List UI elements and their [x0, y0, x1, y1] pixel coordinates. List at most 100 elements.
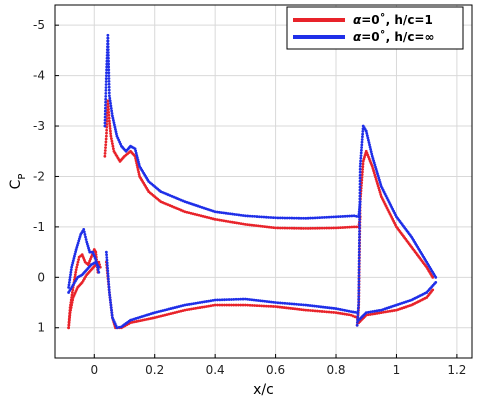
- data-point: [202, 305, 206, 309]
- data-point: [237, 213, 241, 217]
- data-point: [299, 303, 303, 307]
- data-point: [364, 129, 368, 133]
- data-point: [369, 150, 373, 154]
- data-point: [332, 311, 336, 314]
- data-point: [358, 194, 362, 198]
- data-point: [364, 311, 368, 315]
- data-point: [321, 305, 325, 309]
- data-point: [274, 301, 277, 304]
- data-point: [276, 216, 280, 220]
- data-point: [107, 94, 111, 98]
- data-point: [78, 235, 82, 239]
- data-point: [269, 225, 273, 229]
- data-point: [365, 131, 369, 135]
- data-point: [103, 112, 107, 116]
- data-point: [297, 307, 301, 311]
- data-point: [378, 178, 381, 182]
- data-point: [134, 149, 138, 153]
- data-point: [357, 265, 361, 269]
- data-point: [250, 214, 254, 218]
- data-point: [318, 226, 322, 230]
- data-point: [133, 147, 137, 151]
- data-point: [230, 298, 233, 301]
- data-point: [200, 305, 204, 309]
- data-point: [106, 266, 109, 270]
- data-point: [358, 197, 362, 201]
- data-point: [285, 216, 289, 220]
- data-point: [104, 91, 108, 95]
- data-point: [341, 308, 344, 312]
- data-point: [224, 211, 228, 215]
- data-point: [297, 303, 301, 306]
- data-point: [228, 220, 232, 224]
- data-point: [376, 182, 379, 186]
- data-point: [73, 254, 76, 258]
- data-point: [76, 260, 80, 264]
- data-point: [368, 145, 372, 149]
- data-point: [259, 299, 262, 303]
- data-point: [325, 310, 329, 314]
- data-point: [83, 233, 87, 236]
- data-point: [136, 168, 140, 172]
- data-point: [104, 103, 107, 107]
- data-point: [107, 285, 111, 289]
- data-point: [322, 226, 326, 230]
- data-point: [107, 56, 110, 60]
- data-point: [220, 211, 224, 215]
- data-point: [243, 214, 247, 218]
- y-tick-label: -2: [33, 169, 45, 183]
- data-point: [290, 216, 294, 220]
- data-point: [209, 304, 213, 308]
- data-point: [107, 282, 111, 286]
- data-point: [70, 263, 74, 267]
- data-point: [309, 309, 312, 312]
- data-point: [110, 313, 114, 317]
- data-point: [114, 127, 117, 131]
- data-point: [278, 216, 282, 220]
- data-point: [356, 312, 360, 316]
- x-tick-label: 1: [393, 363, 401, 377]
- data-point: [267, 304, 271, 308]
- data-point: [223, 303, 226, 307]
- data-point: [358, 182, 362, 186]
- data-point: [327, 226, 331, 230]
- data-point: [220, 298, 224, 302]
- data-point: [246, 223, 249, 227]
- data-point: [343, 308, 347, 312]
- data-point: [227, 303, 231, 307]
- data-point: [109, 301, 112, 304]
- data-point: [311, 226, 315, 230]
- data-point: [309, 216, 312, 220]
- data-point: [233, 212, 236, 216]
- data-point: [358, 188, 362, 192]
- data-point: [104, 140, 108, 144]
- data-point: [360, 138, 364, 141]
- data-point: [226, 220, 230, 223]
- data-point: [283, 226, 287, 230]
- data-point: [336, 307, 340, 311]
- data-point: [237, 221, 241, 225]
- data-point: [369, 313, 372, 316]
- data-point: [104, 89, 108, 92]
- y-tick-label: -5: [33, 18, 45, 32]
- data-point: [187, 307, 191, 311]
- data-point: [196, 306, 200, 310]
- data-point: [108, 129, 112, 133]
- data-point: [107, 65, 111, 69]
- data-point: [108, 96, 112, 100]
- data-point: [355, 320, 359, 324]
- data-point: [316, 216, 319, 220]
- data-point: [243, 222, 247, 226]
- data-point: [246, 297, 249, 301]
- data-point: [297, 226, 301, 230]
- data-point: [293, 307, 297, 311]
- data-point: [377, 311, 381, 315]
- data-point: [107, 68, 111, 72]
- data-point: [262, 304, 266, 308]
- data-point: [345, 313, 349, 316]
- data-point: [104, 86, 108, 89]
- data-point: [355, 323, 359, 327]
- data-point: [285, 302, 289, 305]
- data-point: [107, 108, 110, 111]
